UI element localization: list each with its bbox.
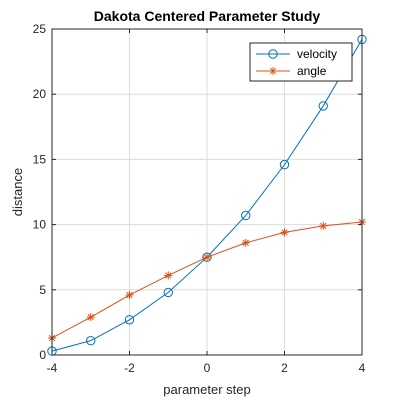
x-tick-label: -2 [124, 361, 135, 375]
asterisk-stroke [126, 291, 133, 299]
data-point-velocity [124, 315, 135, 325]
legend-entry-angle: angle [256, 64, 327, 78]
asterisk-stroke [281, 229, 288, 236]
data-point-angle [86, 313, 95, 322]
asterisk-stroke [269, 67, 277, 75]
x-tick-label: 2 [281, 361, 288, 375]
y-axis-label: distance [10, 168, 25, 216]
data-point-velocity [202, 252, 212, 262]
x-tick-label: 0 [204, 361, 211, 375]
data-point-angle [203, 253, 211, 262]
data-point-angle [164, 271, 173, 280]
y-tick-label: 10 [33, 218, 47, 232]
series-layer [47, 34, 367, 356]
asterisk-stroke [242, 239, 249, 247]
asterisk-stroke [203, 254, 211, 261]
data-point-velocity [279, 159, 290, 170]
legend-marker-angle [269, 67, 277, 75]
asterisk-stroke [320, 222, 327, 230]
data-point-velocity [163, 287, 173, 298]
y-tick-label: 5 [39, 283, 46, 297]
y-tick-label: 25 [33, 22, 47, 36]
legend-entry-velocity: velocity [256, 47, 337, 61]
series-angle [48, 217, 366, 343]
y-tick-label: 15 [33, 152, 47, 166]
data-point-angle [319, 221, 328, 230]
legend-marker-velocity [268, 49, 278, 59]
legend-box [249, 42, 353, 82]
data-point-velocity [241, 210, 251, 221]
legend-label-angle: angle [297, 64, 327, 78]
y-tick-label: 0 [39, 348, 46, 362]
legend-label-velocity: velocity [297, 47, 337, 61]
data-point-angle [241, 238, 250, 247]
data-point-angle [280, 228, 289, 237]
legend: velocity angle [249, 42, 353, 82]
data-point-velocity [86, 335, 96, 346]
ticks: -4 -2 0 2 4 0 5 10 15 20 25 [33, 22, 366, 375]
x-tick-label: -4 [47, 361, 58, 375]
data-point-angle [125, 291, 134, 300]
asterisk-stroke [165, 272, 172, 279]
x-axis-label: parameter step [163, 382, 250, 397]
data-point-velocity [318, 101, 328, 111]
x-tick-label: 4 [359, 361, 366, 375]
asterisk-stroke [87, 314, 94, 321]
chart-title: Dakota Centered Parameter Study [94, 8, 321, 24]
y-tick-label: 20 [33, 87, 47, 101]
